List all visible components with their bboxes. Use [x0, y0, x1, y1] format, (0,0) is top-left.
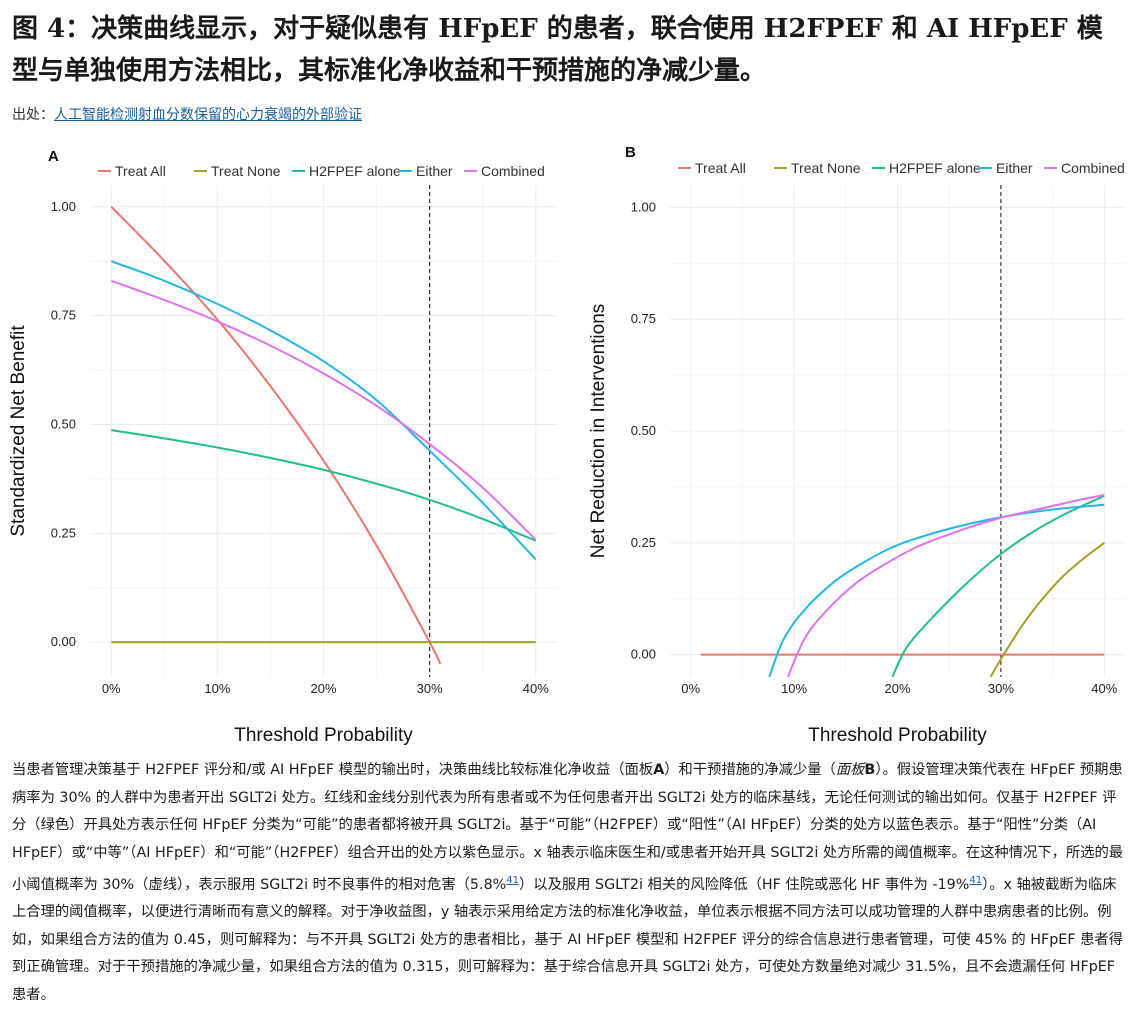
legend-label: H2FPEF alone [309, 163, 401, 179]
y-tick-label: 0.00 [631, 647, 656, 662]
x-tick-label: 20% [310, 681, 336, 696]
caption-panel-a-ref: A [653, 762, 665, 778]
caption-part-4: ）以及服用 SGLT2i 相关的风险降低（HF 住院或恶化 HF 事件为 -19… [518, 876, 970, 893]
series-group [110, 206, 537, 665]
caption-panel-word: 面板 [835, 762, 865, 778]
y-tick-label: 0.50 [631, 423, 656, 438]
caption-part-2: ）和干预措施的净减少量（ [664, 762, 836, 778]
legend-label: Treat All [695, 160, 746, 176]
x-tick-label: 0% [681, 681, 700, 696]
series-line-h2fpef-alone [111, 429, 537, 542]
figure-title: 图 4：决策曲线显示，对于疑似患有 HFpEF 的患者，联合使用 H2FPEF … [12, 14, 1103, 86]
source-label: 出处： [12, 107, 54, 123]
series-line-combined [110, 279, 537, 541]
y-axis-title: Net Reduction in Interventions [588, 304, 609, 559]
legend-label: H2FPEF alone [889, 160, 981, 176]
panel-b-chart: B Treat All Treat None H2FPEF alone Either Co… [588, 144, 1125, 746]
source-link[interactable]: 人工智能检测射血分数保留的心力衰竭的外部验证 [54, 107, 362, 123]
y-tick-label: 0.25 [51, 525, 76, 540]
panel-label: A [48, 148, 59, 165]
caption-part-1: 当患者管理决策基于 H2FPEF 评分和/或 AI HFpEF 模型的输出时，决… [12, 762, 654, 778]
x-tick-label: 40% [1091, 681, 1117, 696]
x-tick-label: 20% [884, 681, 910, 696]
panel-label: B [625, 144, 636, 161]
y-tick-label: 0.25 [631, 535, 656, 550]
caption-panel-b-ref: B [864, 762, 876, 778]
y-tick-label: 1.00 [51, 199, 76, 214]
citation-link[interactable]: 41 [969, 875, 983, 886]
series-line-either [110, 260, 537, 561]
series-line-treat-all [110, 206, 442, 665]
x-tick-label: 10% [204, 681, 230, 696]
y-axis-title: Standardized Net Benefit [8, 325, 29, 537]
legend-label: Combined [1061, 160, 1125, 176]
series-line-treat-none [989, 542, 1105, 677]
legend-label: Combined [481, 163, 545, 179]
citation-link[interactable]: 41 [506, 875, 519, 886]
source-line: 出处：人工智能检测射血分数保留的心力衰竭的外部验证 [12, 104, 362, 124]
series-line-either [768, 503, 1105, 677]
series-group [701, 493, 1105, 677]
y-tick-label: 0.00 [51, 634, 76, 649]
y-tick-label: 0.75 [51, 308, 76, 323]
caption-part-3: ）。假设管理决策代表在 HFpEF 预期患病率为 30% 的人群中为患者开出 S… [12, 762, 1124, 893]
caption-part-5: ）。x 轴被截断为临床上合理的阈值概率，以便进行清晰而有意义的解释。对于净收益图… [12, 876, 1123, 1003]
x-axis-title: Threshold Probability [234, 725, 413, 746]
x-tick-label: 0% [102, 681, 121, 696]
y-tick-label: 0.50 [51, 416, 76, 431]
legend-label: Treat None [211, 163, 281, 179]
legend-label: Treat None [791, 160, 861, 176]
legend-label: Either [416, 163, 453, 179]
series-line-h2fpef-alone [891, 494, 1105, 677]
x-tick-label: 10% [781, 681, 807, 696]
series-line-combined [786, 493, 1105, 677]
x-tick-label: 30% [417, 681, 443, 696]
y-tick-label: 0.75 [631, 311, 656, 326]
x-tick-label: 40% [523, 681, 549, 696]
legend-label: Either [996, 160, 1033, 176]
x-axis-title: Threshold Probability [808, 725, 987, 746]
panel-a-chart: A Treat All Treat None H2FPEF alone Either Co… [8, 148, 557, 746]
x-tick-label: 30% [988, 681, 1014, 696]
y-tick-label: 1.00 [631, 199, 656, 214]
legend-label: Treat All [115, 163, 166, 179]
figure-caption: 当患者管理决策基于 H2FPEF 评分和/或 AI HFpEF 模型的输出时，决… [12, 757, 1124, 1009]
